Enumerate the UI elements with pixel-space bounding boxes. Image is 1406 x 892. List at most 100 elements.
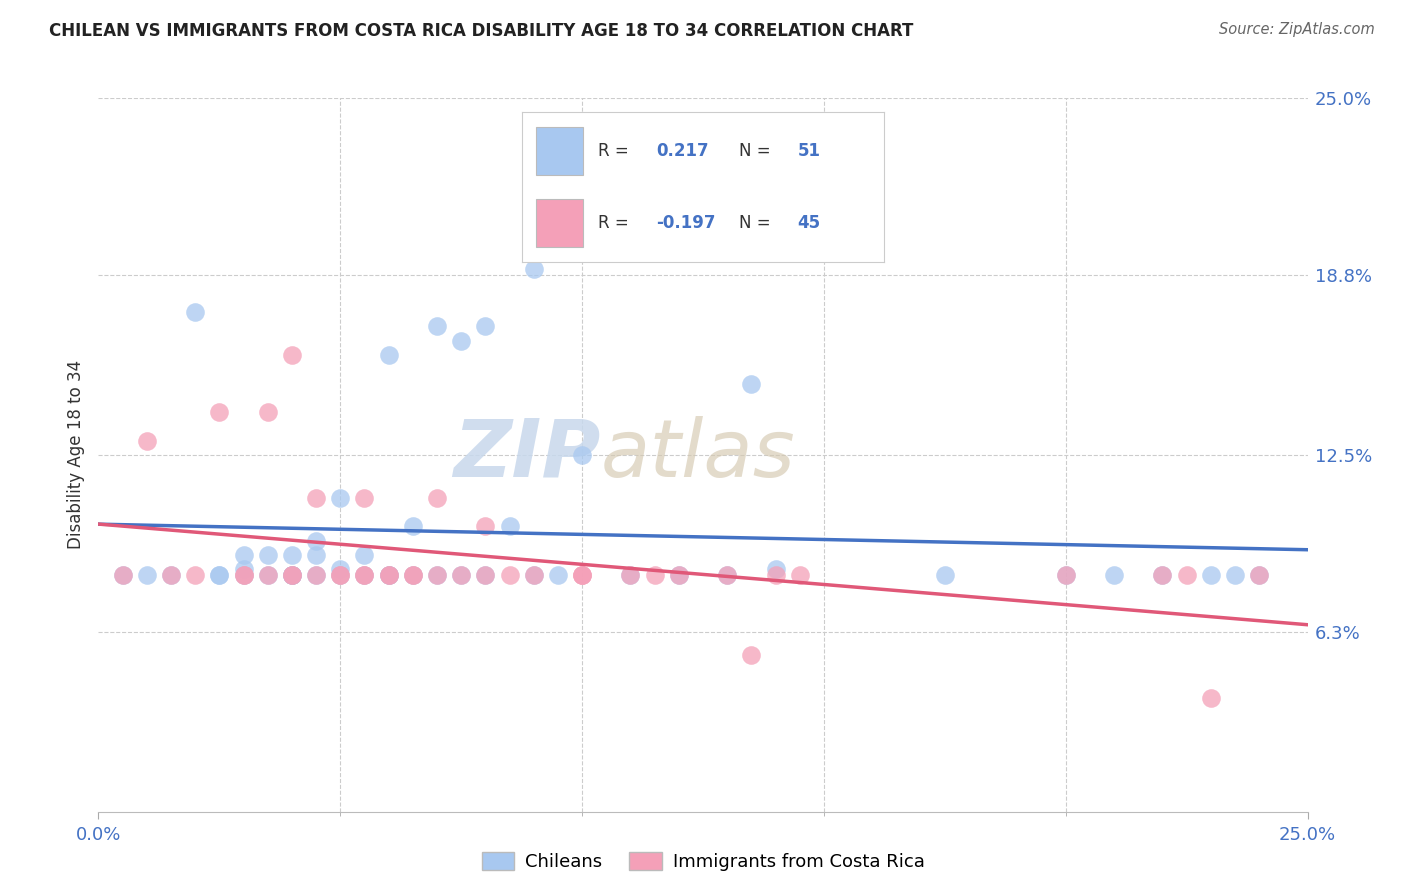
Point [789, 567, 811, 582]
Point [329, 567, 352, 582]
Point [305, 533, 328, 548]
Text: CHILEAN VS IMMIGRANTS FROM COSTA RICA DISABILITY AGE 18 TO 34 CORRELATION CHART: CHILEAN VS IMMIGRANTS FROM COSTA RICA DI… [49, 22, 914, 40]
Text: atlas: atlas [600, 416, 794, 494]
Point [256, 567, 278, 582]
Point [571, 567, 593, 582]
Point [426, 319, 449, 334]
Point [256, 405, 278, 419]
Point [1152, 567, 1174, 582]
Point [498, 567, 520, 582]
Point [571, 567, 593, 582]
Point [232, 567, 254, 582]
Point [256, 548, 278, 562]
Point [474, 519, 496, 533]
Point [160, 567, 183, 582]
Point [402, 567, 425, 582]
Point [281, 567, 304, 582]
Point [305, 491, 328, 505]
Point [329, 567, 352, 582]
Point [1102, 567, 1125, 582]
Point [402, 567, 425, 582]
Point [160, 567, 183, 582]
Point [1054, 567, 1077, 582]
Point [1249, 567, 1271, 582]
Point [329, 562, 352, 576]
Point [135, 567, 157, 582]
Point [377, 567, 399, 582]
Point [474, 567, 496, 582]
Point [668, 567, 690, 582]
Point [377, 567, 399, 582]
Point [523, 567, 546, 582]
Text: ZIP: ZIP [453, 416, 600, 494]
Point [426, 567, 449, 582]
Point [426, 567, 449, 582]
Point [232, 548, 254, 562]
Point [329, 491, 352, 505]
Point [1223, 567, 1246, 582]
Point [765, 567, 787, 582]
Point [184, 567, 207, 582]
Point [281, 567, 304, 582]
Point [523, 567, 546, 582]
Point [571, 567, 593, 582]
Point [281, 567, 304, 582]
Point [619, 567, 641, 582]
Point [281, 548, 304, 562]
Point [353, 567, 375, 582]
Point [377, 567, 399, 582]
Point [668, 567, 690, 582]
Point [765, 562, 787, 576]
Point [547, 567, 569, 582]
Point [232, 562, 254, 576]
Point [135, 434, 157, 448]
Point [353, 567, 375, 582]
Point [208, 405, 231, 419]
Point [474, 319, 496, 334]
Point [1199, 690, 1222, 705]
Point [281, 567, 304, 582]
Point [402, 519, 425, 533]
Point [111, 567, 134, 582]
Point [305, 567, 328, 582]
Point [498, 519, 520, 533]
Point [208, 567, 231, 582]
Point [1199, 567, 1222, 582]
Point [232, 567, 254, 582]
Point [523, 262, 546, 277]
Point [644, 567, 666, 582]
Point [450, 567, 472, 582]
Point [474, 567, 496, 582]
Point [281, 348, 304, 362]
Point [377, 567, 399, 582]
Point [716, 567, 738, 582]
Point [740, 648, 762, 662]
Point [1152, 567, 1174, 582]
Point [1054, 567, 1077, 582]
Point [402, 567, 425, 582]
Point [450, 567, 472, 582]
Point [184, 305, 207, 319]
Point [281, 567, 304, 582]
Point [305, 548, 328, 562]
Point [450, 334, 472, 348]
Point [111, 567, 134, 582]
Point [232, 567, 254, 582]
Point [353, 491, 375, 505]
Point [716, 567, 738, 582]
Y-axis label: Disability Age 18 to 34: Disability Age 18 to 34 [66, 360, 84, 549]
Point [353, 548, 375, 562]
Point [571, 448, 593, 462]
Point [208, 567, 231, 582]
Point [1175, 567, 1198, 582]
Point [353, 567, 375, 582]
Point [426, 491, 449, 505]
Point [329, 567, 352, 582]
Point [256, 567, 278, 582]
Point [619, 567, 641, 582]
Point [740, 376, 762, 391]
Legend: Chileans, Immigrants from Costa Rica: Chileans, Immigrants from Costa Rica [474, 846, 932, 879]
Point [305, 567, 328, 582]
Point [1249, 567, 1271, 582]
Point [377, 348, 399, 362]
